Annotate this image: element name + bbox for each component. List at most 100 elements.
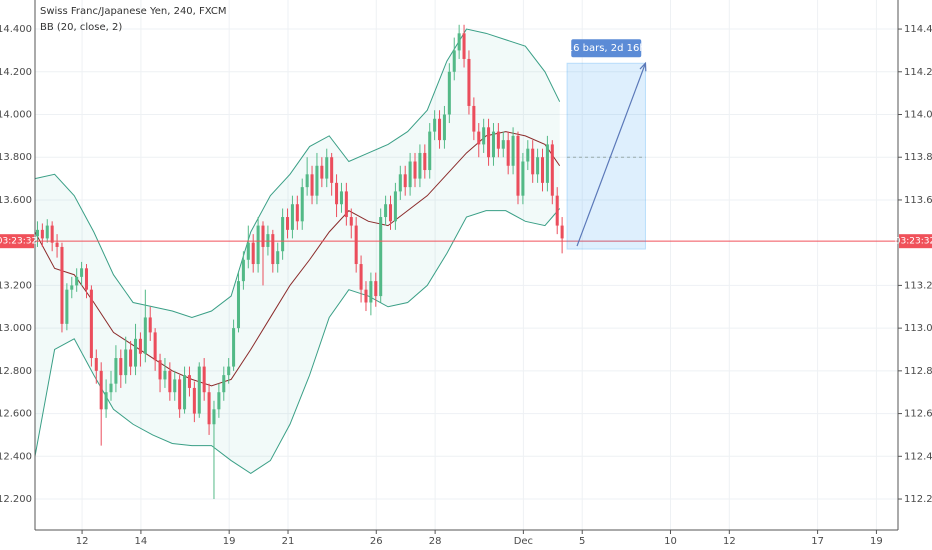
candle-body [555,195,559,226]
y-tick-label: 114.200 [0,67,32,78]
candle-body [114,358,118,384]
candle-body [197,366,201,414]
candle-body [124,349,128,376]
candle-body [536,157,540,175]
candle-body [207,392,211,425]
candle-body [393,191,397,222]
candle-body [477,131,481,145]
candle-body [178,379,182,410]
candle-body [40,229,44,239]
candle-body [60,246,64,324]
measure-label: 16 bars, 2d 16h [567,43,646,54]
candle-body [163,370,167,380]
candle-body [227,366,231,376]
candle-body [496,131,500,149]
x-tick-label: 12 [723,536,736,547]
candle-body [452,50,456,72]
candle-body [379,217,383,297]
x-tick-label: 21 [282,536,295,547]
measure-label-box [571,39,642,58]
candle-body [119,358,123,376]
candle-body [173,379,177,393]
candle-body [433,118,437,132]
candle-body [423,152,427,171]
candle-body [482,127,486,145]
candle-body [148,317,152,333]
candle-body [133,338,138,367]
candle-body [94,358,98,371]
candle-body [236,281,241,329]
candle-body [442,114,446,141]
candle-body [84,268,89,290]
candle-body [35,229,39,237]
candle-body [516,135,520,196]
x-tick-label: Dec [514,536,533,547]
x-tick-label: 5 [579,536,585,547]
candle-body [256,225,260,265]
last-price-badge [899,234,932,249]
y-tick-label: 114.400 [904,24,932,35]
candle-body [168,370,172,393]
candle-body [501,140,505,149]
candle-body [526,148,530,162]
candle-body [138,338,142,354]
candle-body [65,289,69,324]
candle-body [418,152,422,179]
y-tick-label: 114.000 [0,110,32,121]
y-tick-label: 112.600 [904,409,932,420]
candle-body [462,33,466,59]
x-tick-label: 17 [811,536,824,547]
candle-body [335,182,339,205]
candle-body [300,187,304,222]
candle-body [202,366,206,393]
y-tick-label: 112.800 [904,366,932,377]
candle-body [506,140,510,166]
axes: 112.200 112.200 112.400 112.400 112.600 112.6… [0,24,932,547]
candle-body [143,317,147,354]
y-tick-label: 112.200 [0,494,32,505]
x-tick-label: 12 [76,536,89,547]
candle-body [339,191,343,205]
candle-body [540,157,545,183]
last-price-label: 03:23:32 [895,237,932,247]
candle-body [286,217,290,230]
last-price-badge [0,234,34,249]
candle-body [398,174,402,192]
candle-body [388,204,393,222]
candle-body [320,165,324,179]
y-tick-label: 114.000 [904,110,932,121]
candle-body [232,328,236,367]
candle-body [403,174,407,188]
candle-body [447,71,451,115]
candle-body [354,225,358,265]
candle-body [45,225,49,239]
candle-body [305,174,309,188]
y-tick-label: 113.800 [904,152,932,163]
candle-body [276,251,280,265]
candle-body [560,225,564,239]
y-tick-label: 112.600 [0,409,32,420]
candle-body [521,161,525,196]
candle-body [241,259,245,282]
candle-body [70,285,74,290]
candle-body [129,349,133,367]
candle-body [281,217,285,252]
measure-box [566,62,646,250]
x-tick-label: 26 [370,536,383,547]
candle-body [266,234,270,247]
candle-body [217,392,221,410]
y-tick-label: 112.800 [0,366,32,377]
candle-body [109,383,113,393]
candle-body [472,105,476,132]
band-line [34,208,561,474]
candle-body [349,217,353,226]
candle-body [310,174,314,196]
candle-body [295,204,299,222]
candle-body [55,242,59,247]
candle-body [89,289,93,359]
candle-body [246,242,250,260]
chart-title: Swiss Franc/Japanese Yen, 240, FXCM [40,6,227,17]
candle-body [550,144,554,196]
candle-body [344,191,348,218]
